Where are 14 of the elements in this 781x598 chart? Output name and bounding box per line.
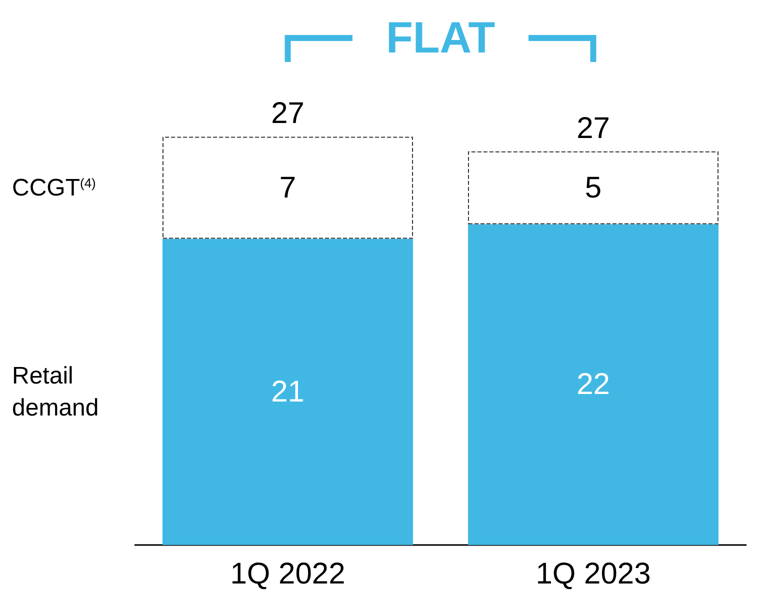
bar: [162, 238, 414, 545]
data-label: 21: [271, 375, 304, 408]
bar: [468, 224, 719, 545]
bar: [468, 151, 719, 224]
data-label: 5: [584, 171, 602, 204]
bar: [162, 136, 414, 239]
total-label: 27: [271, 97, 304, 130]
text: FLAT: [386, 14, 496, 62]
data-label: 7: [279, 171, 296, 204]
data-label: 22: [576, 368, 610, 402]
text: Retail demand: [12, 362, 99, 422]
x-tick-label: 1Q 2023: [536, 558, 651, 590]
x-tick-label: 1Q 2022: [230, 558, 346, 590]
total-label: 27: [576, 112, 610, 145]
